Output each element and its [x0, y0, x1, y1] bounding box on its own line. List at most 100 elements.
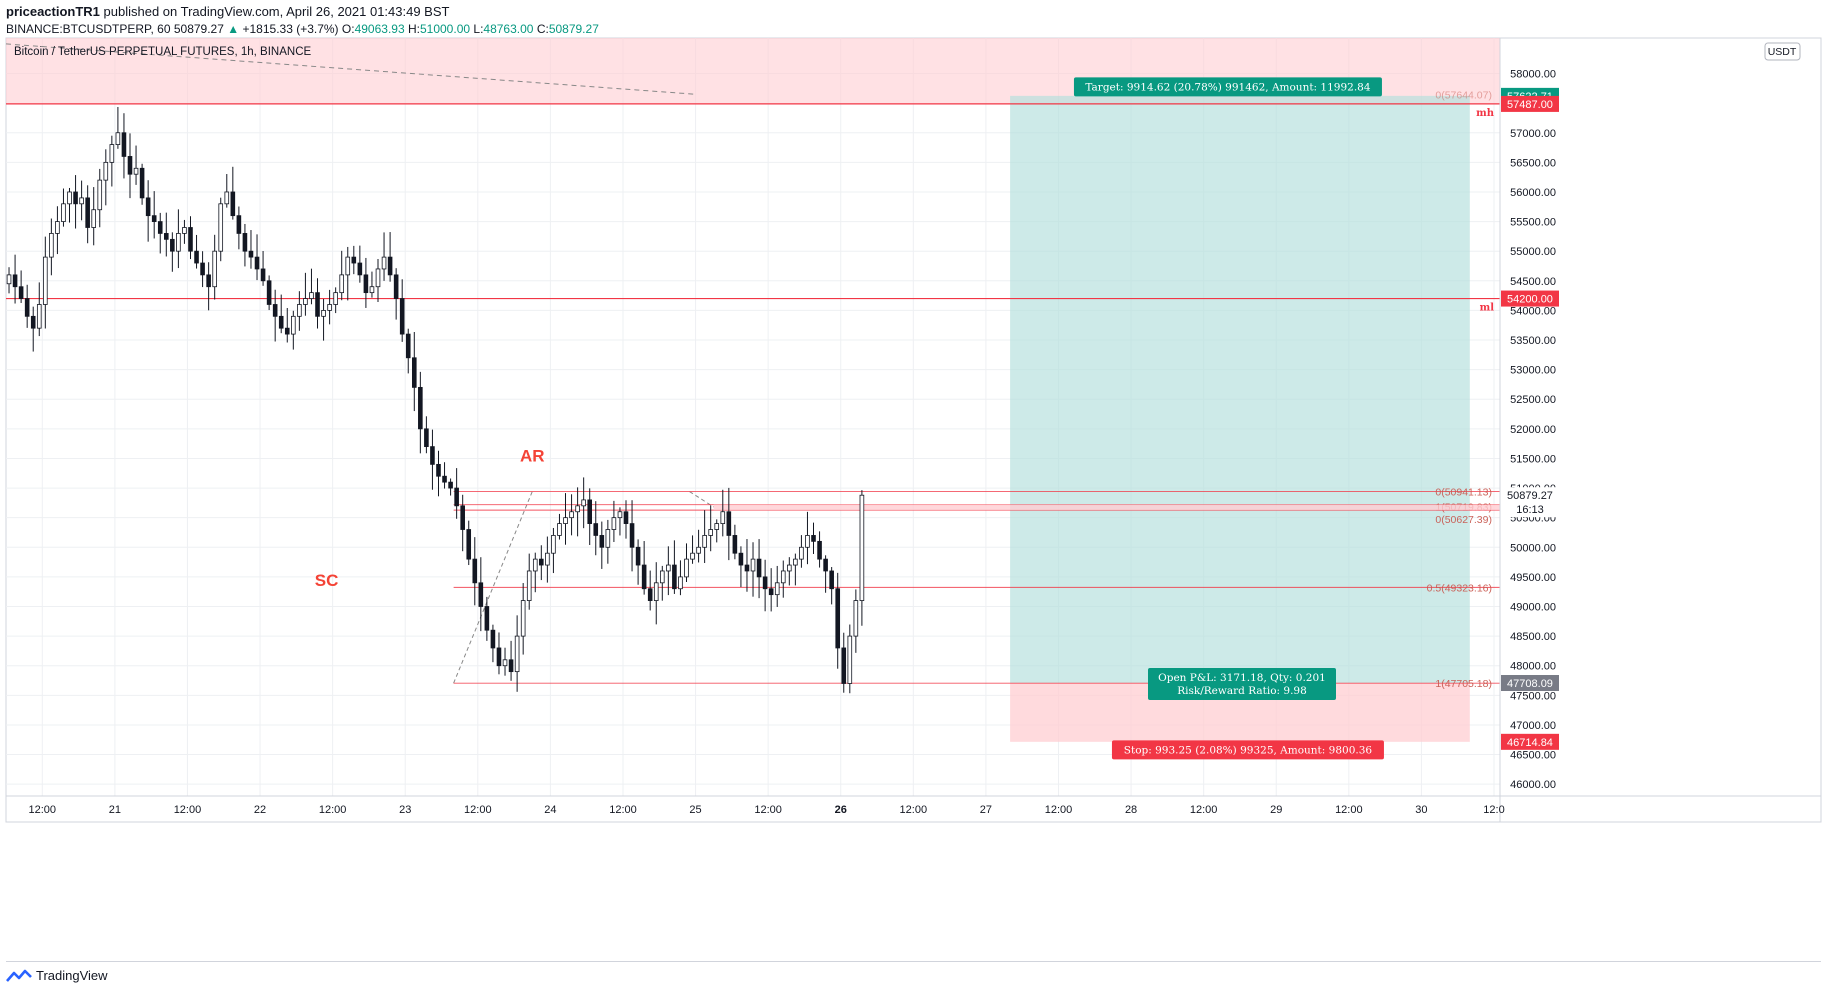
level-label-ml: ml	[1480, 303, 1495, 314]
publish-info: published on TradingView.com, April 26, …	[99, 4, 450, 19]
candle	[805, 511, 810, 565]
level-price-tag-ml-text: 54200.00	[1507, 294, 1553, 306]
candle	[738, 546, 744, 588]
candle	[79, 180, 84, 221]
candle	[454, 468, 459, 519]
y-tick-label: 53000.00	[1510, 365, 1556, 377]
candle	[12, 254, 18, 304]
candle-body-up	[309, 292, 314, 299]
annotation-sc: SC	[315, 571, 339, 590]
candle-body-up	[666, 564, 671, 572]
candle	[581, 477, 586, 529]
symbol-label: BINANCE:BTCUSDTPERP, 60	[6, 22, 171, 36]
candle	[641, 541, 647, 595]
candle	[623, 500, 629, 539]
stop-price-tag-text: 46714.84	[1507, 737, 1553, 749]
candle-body-up	[97, 179, 103, 211]
position-stop-label-bg	[1111, 740, 1384, 760]
x-tick-label: 12:00	[464, 804, 492, 816]
x-tick-label: 29	[1270, 804, 1282, 816]
close-label: C:	[536, 22, 549, 36]
candle	[702, 510, 707, 564]
candle	[266, 275, 272, 311]
candle-body-up	[514, 635, 520, 673]
candle-body-up	[581, 499, 586, 507]
candle-body-up	[339, 274, 345, 294]
candle	[659, 565, 665, 601]
candle-body-up	[109, 144, 115, 163]
candle-body-up	[696, 546, 701, 554]
candle-body-down	[278, 315, 284, 329]
candle	[381, 232, 387, 281]
candle-body-up	[321, 310, 326, 317]
candle-body-down	[762, 576, 768, 590]
candle-body-down	[85, 197, 90, 228]
candle	[605, 519, 611, 564]
candle-body-up	[182, 227, 187, 234]
candle-body-up	[617, 511, 623, 519]
candle-body-down	[248, 250, 254, 258]
candle	[321, 298, 326, 341]
x-tick-label: 12:00	[1190, 804, 1218, 816]
candle-body-up	[55, 221, 60, 234]
candle-body-down	[454, 487, 459, 507]
x-tick-label: 26	[835, 804, 847, 816]
position-target-label-text: Target: 9914.62 (20.78%) 991462, Amount:…	[1085, 81, 1370, 93]
last-price-value: 50879.27	[1507, 490, 1553, 502]
candle-body-up	[303, 298, 308, 305]
y-tick-label: 47000.00	[1510, 720, 1556, 732]
candle	[629, 500, 635, 572]
x-tick-label: 12:00	[1335, 804, 1363, 816]
position-pnl-label-bg	[1148, 668, 1336, 701]
candle	[502, 647, 508, 676]
candle	[853, 589, 859, 653]
candle-body-up	[714, 523, 720, 530]
candle	[714, 519, 720, 543]
y-tick-label: 54500.00	[1510, 276, 1556, 288]
candle	[139, 163, 145, 205]
candle	[424, 416, 429, 454]
candle	[817, 531, 822, 568]
candle	[720, 489, 726, 537]
candle	[411, 332, 417, 412]
candle-body-up	[212, 250, 217, 288]
x-tick-label: 22	[254, 804, 266, 816]
level-price-tag-ml-bg	[1501, 290, 1559, 307]
candle	[278, 294, 284, 334]
fib-level-label: 1(47705.18)	[1435, 678, 1492, 690]
position-stop-label: Stop: 993.25 (2.08%) 99325, Amount: 9800…	[1111, 740, 1384, 760]
candle	[224, 174, 230, 208]
author-name[interactable]: priceactionTR1	[6, 4, 100, 19]
candle	[236, 206, 242, 250]
publish-line: priceactionTR1 published on TradingView.…	[6, 4, 449, 19]
candle-body-up	[569, 511, 574, 519]
candle-body-down	[768, 588, 774, 596]
candle	[145, 180, 151, 242]
x-tick-label: 28	[1125, 804, 1137, 816]
candle	[774, 565, 780, 607]
candle	[387, 232, 393, 282]
candle	[315, 278, 320, 329]
candle-body-up	[545, 552, 550, 566]
candle-body-down	[206, 274, 211, 288]
candle-body-up	[787, 564, 792, 572]
level-price-tag-ml: 54200.00	[1501, 290, 1559, 307]
tradingview-footer[interactable]: TradingView	[6, 968, 108, 983]
stop-price-tag: 46714.84	[1501, 733, 1559, 750]
candle	[200, 251, 205, 288]
chart-title: Bitcoin / TetherUS PERPETUAL FUTURES, 1h…	[14, 46, 312, 58]
currency-badge-box	[1764, 42, 1801, 61]
change-up-icon: ▲	[227, 22, 240, 36]
candle-body-down	[641, 564, 647, 590]
candle-body-down	[448, 481, 453, 489]
candle-body-down	[635, 546, 641, 566]
candle-body-up	[702, 535, 707, 548]
candle-body-up	[805, 535, 810, 548]
position-pnl-label-text: Open P&L: 3171.18, Qty: 0.201	[1158, 672, 1326, 684]
candle-body-down	[841, 647, 847, 684]
candle	[170, 232, 175, 272]
candle-body-up	[297, 304, 302, 317]
low-value: 48763.00	[483, 22, 534, 36]
candle-body-down	[829, 570, 834, 590]
